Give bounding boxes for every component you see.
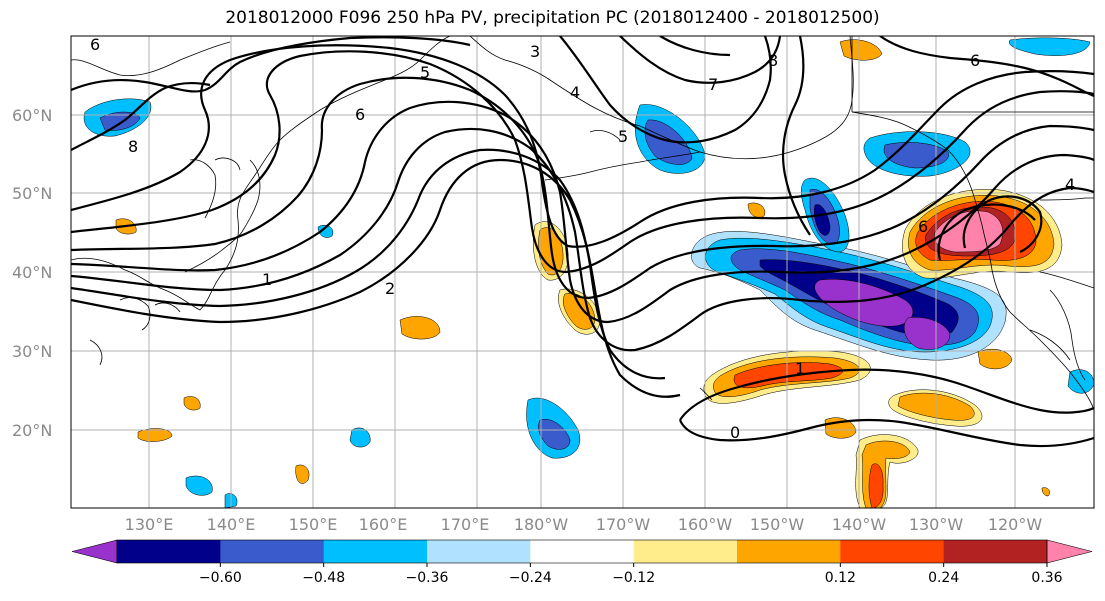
svg-text:8: 8 <box>128 137 138 156</box>
colorbar-segment <box>427 540 531 563</box>
svg-text:7: 7 <box>708 75 718 94</box>
svg-text:160°E: 160°E <box>359 515 408 534</box>
svg-text:60°N: 60°N <box>12 106 52 125</box>
svg-text:6: 6 <box>90 35 100 54</box>
svg-text:160°W: 160°W <box>678 515 733 534</box>
svg-text:2: 2 <box>385 279 395 298</box>
colorbar-segment <box>530 540 635 563</box>
colorbar-segment <box>323 540 428 563</box>
svg-text:150°W: 150°W <box>750 515 805 534</box>
contour-labels: 6 3 5 4 7 8 6 8 5 6 1 2 1 4 6 0 <box>90 35 1075 442</box>
svg-text:8: 8 <box>768 51 778 70</box>
colorbar-segment <box>220 540 325 563</box>
svg-text:130°W: 130°W <box>909 515 964 534</box>
colorbar: −0.60−0.48−0.36−0.24−0.120.120.240.360.4… <box>71 539 1093 586</box>
colorbar-border <box>116 539 1048 564</box>
colorbar-segment <box>840 540 945 563</box>
svg-text:6: 6 <box>970 51 980 70</box>
svg-text:3: 3 <box>530 42 540 61</box>
colorbar-tick-label: 0.12 <box>825 570 856 586</box>
svg-text:40°N: 40°N <box>12 263 52 282</box>
svg-text:130°E: 130°E <box>125 515 174 534</box>
svg-text:180°W: 180°W <box>514 515 569 534</box>
colorbar-segment <box>117 540 221 563</box>
svg-text:1: 1 <box>262 270 272 289</box>
svg-text:1: 1 <box>795 359 805 378</box>
pv-contours <box>71 36 1094 448</box>
graticule <box>71 36 1094 508</box>
svg-text:170°E: 170°E <box>441 515 490 534</box>
svg-text:6: 6 <box>355 105 365 124</box>
map-frame <box>70 35 1095 509</box>
colorbar-tick-label: 0.24 <box>928 570 959 586</box>
colorbar-segment <box>633 540 738 563</box>
svg-text:30°N: 30°N <box>12 342 52 361</box>
svg-text:120°W: 120°W <box>988 515 1043 534</box>
svg-text:0: 0 <box>730 423 740 442</box>
svg-text:150°E: 150°E <box>289 515 338 534</box>
colorbar-segment <box>737 540 841 563</box>
colorbar-tick-label: −0.48 <box>302 570 345 586</box>
svg-text:50°N: 50°N <box>12 184 52 203</box>
longitude-labels: 130°E 140°E 150°E 160°E 170°E 180°W 170°… <box>125 515 1043 534</box>
colorbar-segment <box>943 540 1048 563</box>
colorbar-extend-max <box>1046 539 1093 564</box>
colorbar-tick-label: 0.36 <box>1031 570 1062 586</box>
svg-text:20°N: 20°N <box>12 421 52 440</box>
colorbar-tick-label: −0.36 <box>406 570 449 586</box>
map-title: 2018012000 F096 250 hPa PV, precipitatio… <box>225 8 880 28</box>
colorbar-tick-label: −0.24 <box>509 570 552 586</box>
svg-text:6: 6 <box>918 217 928 236</box>
colorbar-extend-min <box>71 539 118 564</box>
colorbar-tick-label: −0.60 <box>199 570 242 586</box>
svg-text:140°E: 140°E <box>207 515 256 534</box>
latitude-labels: 60°N 50°N 40°N 30°N 20°N <box>12 106 52 440</box>
svg-text:4: 4 <box>570 83 580 102</box>
svg-text:170°W: 170°W <box>596 515 651 534</box>
svg-text:4: 4 <box>1065 175 1075 194</box>
colorbar-tick-label: −0.12 <box>612 570 655 586</box>
svg-text:5: 5 <box>420 63 430 82</box>
svg-text:5: 5 <box>618 127 628 146</box>
svg-text:140°W: 140°W <box>832 515 887 534</box>
